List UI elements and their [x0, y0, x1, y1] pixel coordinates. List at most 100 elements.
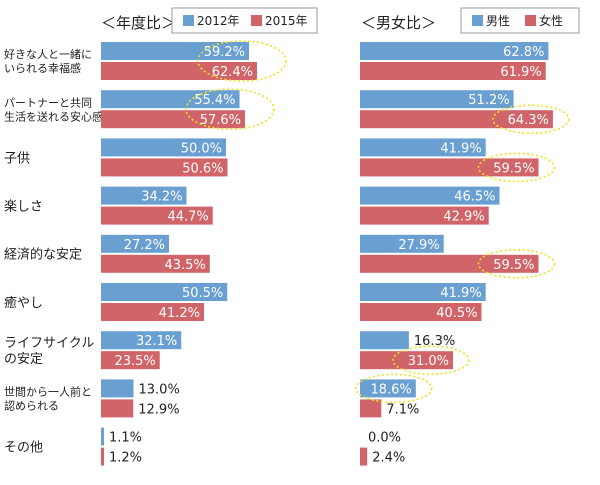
- left-bar-7-0: [101, 379, 134, 398]
- left-bar-label-3-0: 34.2%: [141, 190, 182, 205]
- left-bar-3-1: [101, 206, 213, 225]
- right-bar-7-1: [360, 399, 382, 418]
- right-bar-3-1: [360, 206, 489, 225]
- legend-label-2012: 2012年: [197, 14, 240, 28]
- right-bar-0-1: [360, 62, 546, 80]
- left-bar-1-0: [101, 90, 240, 109]
- category-label-8-0: その他: [4, 441, 43, 456]
- legend-swatch-male: [472, 15, 483, 26]
- right-bar-label-8-1: 2.4%: [372, 451, 405, 466]
- left-bar-label-2-1: 50.6%: [182, 161, 223, 176]
- left-bar-5-1: [101, 303, 204, 321]
- left-bar-label-0-1: 62.4%: [212, 65, 253, 80]
- left-bar-2-1: [101, 158, 228, 177]
- left-bar-7-1: [101, 399, 134, 418]
- right-highlight-ellipse-1: [477, 152, 556, 183]
- right-bar-7-0: [360, 379, 416, 398]
- legend-label-female: 女性: [539, 13, 563, 28]
- left-bar-4-1: [101, 254, 210, 273]
- left-bar-1-1: [101, 110, 245, 129]
- left-bar-label-5-1: 41.2%: [159, 306, 200, 321]
- left-bar-2-0: [101, 138, 226, 157]
- legend-label-male: 男性: [486, 14, 510, 28]
- category-labels: 好きな人と一緒にいられる幸福感パートナーと共同生活を送れる安心感子供楽しさ経済的…: [4, 47, 103, 455]
- left-bar-6-1: [101, 351, 160, 370]
- right-bar-label-3-1: 42.9%: [443, 210, 484, 225]
- right-highlight-ellipse-3: [392, 345, 470, 376]
- category-label-6-1: の安定: [4, 352, 43, 367]
- left-bar-5-0: [101, 283, 228, 301]
- left-highlight-ellipse-1: [185, 88, 275, 130]
- left-bar-label-4-0: 27.2%: [124, 238, 165, 253]
- legend-swatch-2015: [251, 15, 262, 26]
- category-label-3-0: 楽しさ: [4, 199, 43, 215]
- category-label-1-1: 生活を送れる安心感: [4, 109, 103, 123]
- left-bar-label-0-0: 59.2%: [204, 45, 245, 60]
- right-bar-label-5-0: 41.9%: [440, 286, 481, 301]
- right-bar-4-1: [360, 254, 539, 273]
- left-bar-label-2-0: 50.0%: [181, 141, 222, 156]
- right-bar-6-1: [360, 351, 453, 370]
- right-bar-label-4-0: 27.9%: [398, 238, 439, 253]
- right-bar-label-7-1: 7.1%: [386, 402, 419, 417]
- left-bar-label-7-0: 13.0%: [139, 382, 180, 397]
- category-label-4-0: 経済的な安定: [4, 247, 82, 263]
- right-bar-1-1: [360, 110, 553, 129]
- right-bar-label-2-1: 59.5%: [493, 161, 534, 176]
- left-bar-6-0: [101, 331, 182, 350]
- right-bar-5-0: [360, 283, 486, 301]
- right-legend: 男性 女性: [460, 7, 580, 34]
- right-bar-8-1: [360, 447, 368, 466]
- category-label-6-0: ライフサイクル: [4, 336, 94, 351]
- right-highlight-ellipse-4: [354, 373, 433, 404]
- category-label-5-0: 癒やし: [4, 295, 43, 311]
- left-highlight-ellipse-0: [197, 40, 287, 82]
- category-label-7-0: 世間から一人前と: [4, 385, 92, 399]
- right-bar-2-1: [360, 158, 539, 177]
- left-bar-label-6-0: 32.1%: [136, 334, 177, 349]
- right-bar-3-0: [360, 186, 500, 205]
- category-label-0-0: 好きな人と一緒に: [4, 47, 92, 61]
- right-bar-label-2-0: 41.9%: [440, 141, 481, 156]
- right-bar-2-0: [360, 138, 486, 157]
- left-bar-label-4-1: 43.5%: [164, 258, 205, 273]
- category-label-0-1: いられる幸福感: [4, 61, 81, 75]
- right-bar-1-0: [360, 90, 514, 109]
- left-bar-label-7-1: 12.9%: [138, 402, 179, 417]
- right-bar-label-0-1: 61.9%: [500, 65, 541, 80]
- right-bar-6-0: [360, 331, 409, 350]
- left-bar-3-0: [101, 186, 187, 205]
- left-bar-label-1-0: 55.4%: [194, 93, 235, 108]
- left-chart-title: ＜年度比＞: [101, 14, 176, 32]
- left-chart-bars: 59.2% 62.4% 55.4% 57.6% 50.0% 50.6%34.2% 44.7%…: [101, 42, 257, 466]
- left-bar-label-6-1: 23.5%: [114, 354, 155, 369]
- right-chart-title: ＜男女比＞: [361, 14, 436, 32]
- left-bar-label-5-0: 50.5%: [182, 286, 223, 301]
- right-bar-label-0-0: 62.8%: [503, 45, 544, 60]
- right-bar-label-7-0: 18.6%: [370, 382, 411, 397]
- left-bar-0-1: [101, 62, 257, 80]
- category-label-1-0: パートナーと共同: [4, 96, 92, 109]
- right-bar-label-6-0: 16.3%: [414, 334, 455, 349]
- category-label-2-0: 子供: [4, 151, 30, 166]
- right-bar-4-0: [360, 234, 444, 253]
- left-bar-4-0: [101, 234, 169, 253]
- right-chart-bars: 62.8% 61.9% 51.2% 64.3% 41.9% 59.5% 46.5% 42.9%…: [360, 42, 553, 466]
- right-bar-label-1-1: 64.3%: [508, 113, 549, 128]
- right-bar-label-8-0: 0.0%: [368, 431, 401, 446]
- left-legend-box: [171, 7, 318, 34]
- right-bar-5-1: [360, 303, 482, 321]
- left-bar-0-0: [101, 42, 249, 60]
- legend-label-2015: 2015年: [265, 14, 308, 28]
- highlight-ellipses: [185, 40, 570, 404]
- left-bar-label-8-0: 1.1%: [109, 431, 142, 446]
- legend-swatch-female: [525, 15, 536, 26]
- right-bar-label-4-1: 59.5%: [493, 258, 534, 273]
- left-legend: 2012年 2015年: [171, 7, 318, 34]
- left-bar-label-1-1: 57.6%: [200, 113, 241, 128]
- right-bar-0-0: [360, 42, 549, 60]
- left-bar-label-8-1: 1.2%: [109, 451, 142, 466]
- right-bar-label-1-0: 51.2%: [468, 93, 509, 108]
- legend-swatch-2012: [183, 15, 194, 26]
